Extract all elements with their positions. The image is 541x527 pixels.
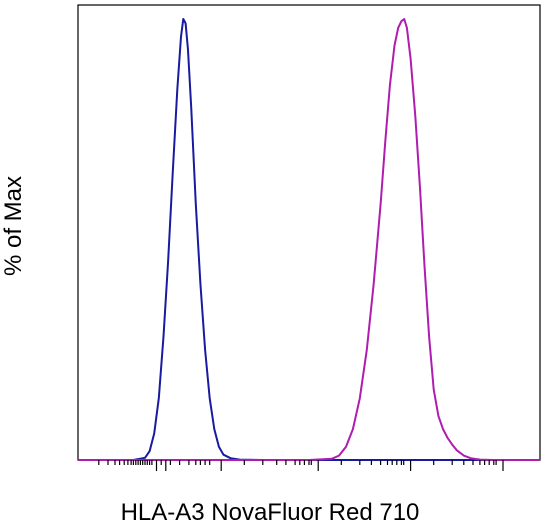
- x-axis-label: HLA-A3 NovaFluor Red 710: [121, 499, 420, 526]
- series-1-line: [78, 18, 540, 461]
- plot-frame: [77, 4, 541, 461]
- x-axis-ticks: [98, 460, 504, 471]
- y-axis-label: % of Max: [0, 176, 27, 276]
- series-2-line: [78, 18, 540, 461]
- plot-area: [77, 4, 541, 471]
- series-layer: [78, 18, 540, 461]
